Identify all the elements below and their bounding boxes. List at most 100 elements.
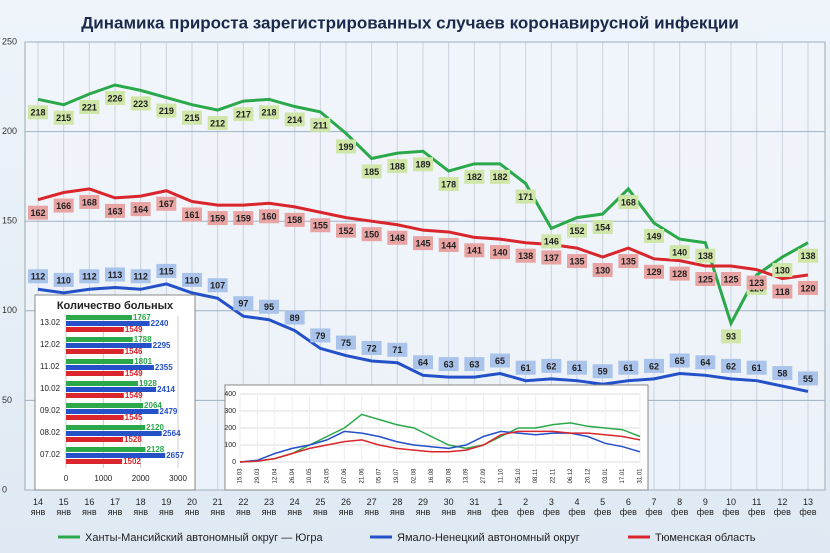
value-label: 215 bbox=[184, 113, 199, 123]
value-label: 163 bbox=[107, 206, 122, 216]
value-label-box bbox=[336, 335, 356, 350]
x-tick-label: 11 фев bbox=[748, 497, 766, 517]
x-tick-label: 30 янв bbox=[441, 497, 456, 517]
value-label: 185 bbox=[364, 167, 379, 177]
legend-label: Тюменская область bbox=[655, 532, 756, 544]
value-label: 2355 bbox=[155, 363, 173, 372]
x-tick-label: 16.08 bbox=[429, 468, 435, 484]
value-label: 221 bbox=[82, 102, 97, 112]
value-label-box bbox=[310, 218, 331, 233]
value-label: 2128 bbox=[146, 445, 164, 454]
value-label-box bbox=[182, 272, 202, 287]
value-label-box bbox=[798, 248, 818, 263]
value-label: 61 bbox=[572, 363, 582, 373]
value-label: 1767 bbox=[133, 313, 151, 322]
value-label: 152 bbox=[338, 226, 353, 236]
value-label-box bbox=[310, 328, 331, 343]
value-label: 154 bbox=[595, 222, 610, 232]
x-tick-label: 7 фев bbox=[645, 497, 663, 517]
y-tick-label: 09.02 bbox=[40, 406, 61, 415]
value-label-box bbox=[156, 263, 177, 278]
bar bbox=[66, 349, 124, 354]
value-label-box bbox=[130, 96, 151, 111]
x-tick-label: 23 янв bbox=[261, 497, 277, 517]
bar bbox=[66, 327, 124, 332]
x-tick-label: 29.03 bbox=[255, 468, 261, 484]
bar bbox=[66, 393, 124, 398]
value-label: 72 bbox=[367, 343, 377, 353]
y-tick-label: 50 bbox=[2, 395, 12, 405]
value-label-box bbox=[361, 227, 382, 242]
x-tick-label: 27 янв bbox=[364, 497, 379, 517]
value-label-box bbox=[464, 357, 485, 372]
value-label-box bbox=[490, 353, 510, 368]
value-label: 1502 bbox=[123, 457, 141, 466]
value-label-box bbox=[772, 263, 793, 278]
value-label: 141 bbox=[467, 246, 482, 256]
y-tick-label: 13.02 bbox=[40, 318, 61, 327]
value-label: 158 bbox=[287, 215, 302, 225]
value-label: 110 bbox=[56, 275, 71, 285]
value-label: 61 bbox=[623, 363, 633, 373]
x-tick-label: 26.04 bbox=[290, 468, 296, 484]
y-tick-label: 300 bbox=[224, 408, 236, 415]
value-label-box bbox=[79, 269, 100, 284]
x-tick-label: 11.10 bbox=[498, 468, 504, 483]
value-label: 212 bbox=[210, 118, 225, 128]
value-label-box bbox=[464, 169, 485, 184]
value-label: 64 bbox=[700, 358, 710, 368]
value-label-box bbox=[515, 360, 536, 375]
value-label: 138 bbox=[518, 251, 533, 261]
value-label-box bbox=[669, 245, 690, 260]
value-label-box bbox=[592, 263, 613, 278]
value-label-box bbox=[361, 340, 382, 355]
x-tick-label: 16 янв bbox=[82, 497, 97, 517]
value-label-box bbox=[618, 360, 639, 375]
bar bbox=[66, 437, 124, 442]
value-label: 2414 bbox=[157, 385, 175, 394]
value-label-box bbox=[387, 159, 408, 174]
series-line bbox=[37, 83, 809, 328]
bar bbox=[66, 321, 150, 326]
bar bbox=[66, 453, 166, 458]
value-label: 1545 bbox=[125, 413, 143, 422]
x-tick-label: 21 янв bbox=[210, 497, 225, 517]
value-label: 226 bbox=[107, 93, 122, 103]
bar bbox=[66, 409, 159, 414]
value-label: 217 bbox=[236, 110, 251, 120]
value-label: 211 bbox=[313, 120, 328, 130]
value-label: 178 bbox=[441, 179, 456, 189]
x-tick-label: 13 фев bbox=[799, 497, 817, 517]
value-label: 89 bbox=[290, 313, 300, 323]
value-label: 188 bbox=[390, 161, 405, 171]
value-label: 168 bbox=[621, 197, 636, 207]
x-tick-label: 24.05 bbox=[325, 468, 331, 484]
value-label: 1549 bbox=[125, 391, 143, 400]
value-label-box bbox=[438, 357, 459, 372]
y-tick-label: 07.02 bbox=[40, 450, 61, 459]
value-label: 112 bbox=[82, 272, 97, 282]
value-label-box bbox=[53, 198, 74, 213]
value-label: 75 bbox=[341, 338, 351, 348]
value-label-box bbox=[53, 110, 74, 125]
value-label-box bbox=[798, 280, 818, 295]
value-label: 182 bbox=[492, 172, 507, 182]
legend-label: Ханты-Мансийский автономный округ — Югра bbox=[85, 532, 324, 544]
chart-title: Динамика прироста зарегистрированных слу… bbox=[81, 13, 739, 32]
value-label: 61 bbox=[752, 363, 762, 373]
value-label-box bbox=[695, 248, 716, 263]
x-tick-label: 3000 bbox=[169, 474, 187, 483]
value-label-box bbox=[438, 177, 459, 192]
value-label: 152 bbox=[569, 226, 584, 236]
x-tick-label: 19.07 bbox=[394, 468, 400, 484]
value-label: 135 bbox=[621, 256, 636, 266]
value-label-box bbox=[490, 169, 510, 184]
value-label-box bbox=[413, 236, 433, 251]
value-label: 118 bbox=[775, 287, 790, 297]
x-tick-label: 26 янв bbox=[338, 497, 354, 517]
value-label-box bbox=[336, 223, 356, 238]
x-tick-label: 3 фев bbox=[542, 497, 560, 517]
bar bbox=[66, 425, 146, 430]
value-label: 148 bbox=[390, 233, 405, 243]
x-tick-label: 21.06 bbox=[359, 468, 365, 484]
